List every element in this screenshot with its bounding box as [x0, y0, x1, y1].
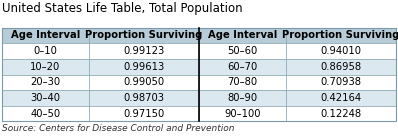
Bar — [286, 90, 396, 106]
Text: 0.97150: 0.97150 — [123, 109, 164, 119]
Bar — [2, 90, 89, 106]
Bar — [2, 59, 89, 75]
Bar — [199, 90, 286, 106]
Bar — [2, 43, 89, 59]
Bar — [89, 59, 199, 75]
Text: 0.99123: 0.99123 — [123, 46, 164, 56]
Text: 70–80: 70–80 — [227, 77, 258, 87]
Text: 30–40: 30–40 — [30, 93, 60, 103]
Bar — [2, 75, 89, 90]
Text: 0–10: 0–10 — [33, 46, 57, 56]
Text: 0.99613: 0.99613 — [123, 62, 164, 72]
Text: Proportion Surviving: Proportion Surviving — [85, 30, 203, 40]
Text: 90–100: 90–100 — [224, 109, 261, 119]
Text: 20–30: 20–30 — [30, 77, 60, 87]
Text: 0.94010: 0.94010 — [320, 46, 361, 56]
Bar — [2, 106, 89, 121]
Bar — [89, 90, 199, 106]
Bar — [199, 106, 286, 121]
Text: 40–50: 40–50 — [30, 109, 60, 119]
Bar — [286, 106, 396, 121]
Text: 0.86958: 0.86958 — [320, 62, 361, 72]
Bar — [2, 28, 89, 43]
Text: 60–70: 60–70 — [227, 62, 258, 72]
Text: 0.42164: 0.42164 — [320, 93, 361, 103]
Bar — [89, 28, 199, 43]
Text: United States Life Table, Total Population: United States Life Table, Total Populati… — [2, 2, 243, 15]
Text: 0.99050: 0.99050 — [123, 77, 164, 87]
Text: Source: Centers for Disease Control and Prevention: Source: Centers for Disease Control and … — [2, 124, 234, 133]
Bar — [286, 59, 396, 75]
Text: 0.98703: 0.98703 — [123, 93, 164, 103]
Text: 50–60: 50–60 — [227, 46, 258, 56]
Bar — [199, 43, 286, 59]
Bar — [199, 75, 286, 90]
Bar — [89, 75, 199, 90]
Text: 80–90: 80–90 — [227, 93, 258, 103]
Bar — [89, 43, 199, 59]
Bar — [2, 28, 396, 121]
Bar — [199, 28, 286, 43]
Text: 10–20: 10–20 — [30, 62, 60, 72]
Text: 0.70938: 0.70938 — [320, 77, 361, 87]
Bar — [199, 59, 286, 75]
Text: Age Interval: Age Interval — [208, 30, 277, 40]
Bar — [286, 75, 396, 90]
Text: Proportion Surviving: Proportion Surviving — [282, 30, 398, 40]
Bar — [286, 28, 396, 43]
Text: 0.12248: 0.12248 — [320, 109, 361, 119]
Text: Age Interval: Age Interval — [11, 30, 80, 40]
Bar — [286, 43, 396, 59]
Bar — [89, 106, 199, 121]
